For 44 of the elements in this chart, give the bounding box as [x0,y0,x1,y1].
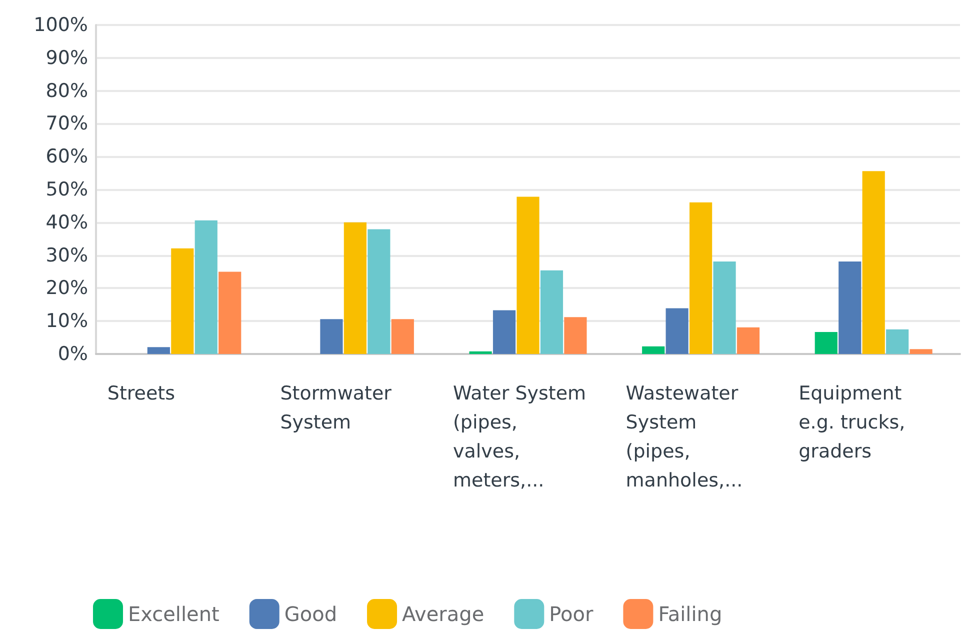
bar [862,171,885,354]
bar [469,351,492,354]
bar [564,317,587,354]
bar [218,272,242,354]
bar [690,202,712,354]
bar [910,349,932,354]
bar [666,308,688,354]
bar [516,196,540,354]
bar [194,220,218,354]
bar [814,332,838,354]
bar [368,229,390,354]
y-tick-label: 60% [46,146,88,168]
y-tick-label: 30% [46,244,88,266]
legend-label: Average [402,602,484,626]
y-tick-label: 80% [46,80,88,102]
y-tick-label: 90% [46,46,88,69]
y-tick-label: 40% [46,211,88,234]
bar [838,262,862,354]
x-tick-label: Stormwater System [280,382,392,434]
x-tick-label: Water System (pipes, valves, meters,... [453,382,586,492]
bar [147,347,170,354]
bar [713,262,736,354]
y-tick-label: 20% [46,277,88,300]
bar [391,319,414,354]
bar [171,248,194,354]
bar [492,310,516,354]
bar [320,319,343,354]
bar [642,346,665,354]
bar [886,329,909,354]
y-tick-label: 50% [46,178,88,200]
bar [540,270,564,354]
y-tick-label: 70% [46,112,88,135]
y-tick-label: 100% [34,14,88,36]
x-tick-label: Streets [107,382,176,404]
bar [344,222,366,354]
legend-label: Poor [549,602,594,626]
x-tick-label: Wastewater System (pipes, manholes,... [626,382,743,492]
x-tick-label: Equipment e.g. trucks, graders [798,382,906,462]
legend-label: Good [284,602,338,626]
bar [736,327,760,354]
legend-label: Excellent [128,602,220,626]
legend-label: Failing [658,602,722,626]
y-tick-label: 10% [46,310,88,332]
y-tick-label: 0% [58,343,88,365]
